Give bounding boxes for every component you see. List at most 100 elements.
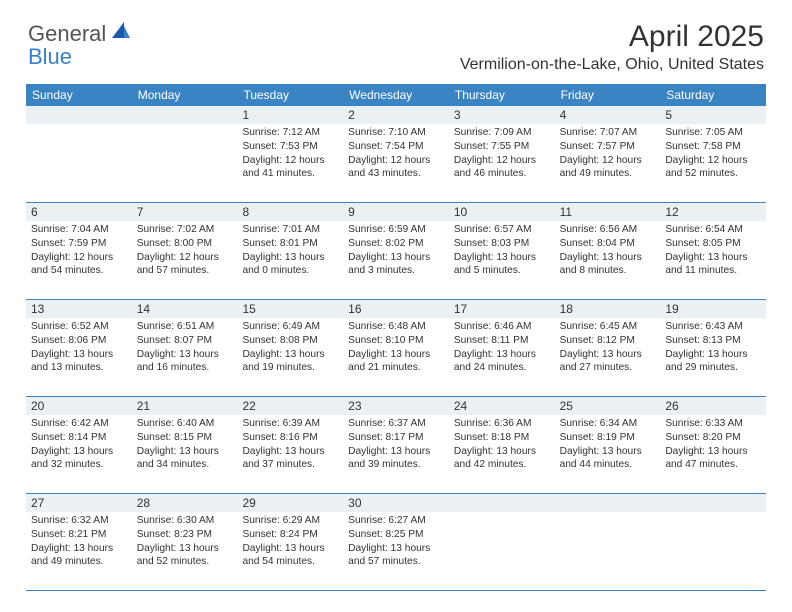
brand-logo: General — [28, 20, 134, 47]
sunset-text: Sunset: 8:01 PM — [242, 237, 338, 251]
sunrise-text: Sunrise: 7:09 AM — [454, 126, 550, 140]
daylight-text: Daylight: 13 hours and 52 minutes. — [137, 542, 233, 570]
day-cell — [555, 512, 661, 590]
weekday-header: Monday — [132, 84, 238, 106]
date-number — [132, 106, 238, 124]
sunrise-text: Sunrise: 6:34 AM — [560, 417, 656, 431]
sunset-text: Sunset: 8:25 PM — [348, 528, 444, 542]
week-row: Sunrise: 7:12 AMSunset: 7:53 PMDaylight:… — [26, 124, 766, 203]
sunset-text: Sunset: 8:12 PM — [560, 334, 656, 348]
date-number: 6 — [26, 203, 132, 221]
sunrise-text: Sunrise: 6:42 AM — [31, 417, 127, 431]
day-cell: Sunrise: 6:27 AMSunset: 8:25 PMDaylight:… — [343, 512, 449, 590]
sunset-text: Sunset: 8:17 PM — [348, 431, 444, 445]
date-number: 9 — [343, 203, 449, 221]
sunrise-text: Sunrise: 6:36 AM — [454, 417, 550, 431]
sunset-text: Sunset: 8:00 PM — [137, 237, 233, 251]
date-number: 14 — [132, 300, 238, 318]
day-cell: Sunrise: 6:39 AMSunset: 8:16 PMDaylight:… — [237, 415, 343, 493]
sunrise-text: Sunrise: 6:45 AM — [560, 320, 656, 334]
daylight-text: Daylight: 12 hours and 43 minutes. — [348, 154, 444, 182]
day-cell: Sunrise: 6:49 AMSunset: 8:08 PMDaylight:… — [237, 318, 343, 396]
daylight-text: Daylight: 13 hours and 57 minutes. — [348, 542, 444, 570]
sunset-text: Sunset: 8:10 PM — [348, 334, 444, 348]
date-number: 28 — [132, 494, 238, 512]
day-cell: Sunrise: 7:05 AMSunset: 7:58 PMDaylight:… — [660, 124, 766, 202]
day-cell: Sunrise: 6:29 AMSunset: 8:24 PMDaylight:… — [237, 512, 343, 590]
weekday-header: Friday — [555, 84, 661, 106]
date-number: 10 — [449, 203, 555, 221]
day-cell: Sunrise: 6:48 AMSunset: 8:10 PMDaylight:… — [343, 318, 449, 396]
date-number: 15 — [237, 300, 343, 318]
sunset-text: Sunset: 8:11 PM — [454, 334, 550, 348]
sunrise-text: Sunrise: 6:59 AM — [348, 223, 444, 237]
sunset-text: Sunset: 8:16 PM — [242, 431, 338, 445]
date-number: 16 — [343, 300, 449, 318]
day-cell — [449, 512, 555, 590]
day-cell: Sunrise: 6:56 AMSunset: 8:04 PMDaylight:… — [555, 221, 661, 299]
day-cell: Sunrise: 6:52 AMSunset: 8:06 PMDaylight:… — [26, 318, 132, 396]
date-number: 5 — [660, 106, 766, 124]
day-cell: Sunrise: 6:34 AMSunset: 8:19 PMDaylight:… — [555, 415, 661, 493]
page-header: General April 2025 Vermilion-on-the-Lake… — [0, 0, 792, 80]
daylight-text: Daylight: 12 hours and 54 minutes. — [31, 251, 127, 279]
day-cell: Sunrise: 6:43 AMSunset: 8:13 PMDaylight:… — [660, 318, 766, 396]
sunrise-text: Sunrise: 7:07 AM — [560, 126, 656, 140]
date-number: 19 — [660, 300, 766, 318]
daylight-text: Daylight: 13 hours and 5 minutes. — [454, 251, 550, 279]
daylight-text: Daylight: 12 hours and 49 minutes. — [560, 154, 656, 182]
sunset-text: Sunset: 8:02 PM — [348, 237, 444, 251]
daylight-text: Daylight: 12 hours and 46 minutes. — [454, 154, 550, 182]
weekday-header-row: SundayMondayTuesdayWednesdayThursdayFrid… — [26, 84, 766, 106]
day-cell: Sunrise: 6:57 AMSunset: 8:03 PMDaylight:… — [449, 221, 555, 299]
daylight-text: Daylight: 13 hours and 49 minutes. — [31, 542, 127, 570]
date-number: 22 — [237, 397, 343, 415]
weekday-header: Wednesday — [343, 84, 449, 106]
sunrise-text: Sunrise: 6:40 AM — [137, 417, 233, 431]
sunrise-text: Sunrise: 6:52 AM — [31, 320, 127, 334]
daylight-text: Daylight: 13 hours and 54 minutes. — [242, 542, 338, 570]
sunset-text: Sunset: 8:13 PM — [665, 334, 761, 348]
sunset-text: Sunset: 8:18 PM — [454, 431, 550, 445]
brand-part2: Blue — [28, 44, 72, 69]
sunset-text: Sunset: 7:54 PM — [348, 140, 444, 154]
daylight-text: Daylight: 13 hours and 39 minutes. — [348, 445, 444, 473]
day-cell: Sunrise: 6:40 AMSunset: 8:15 PMDaylight:… — [132, 415, 238, 493]
daylight-text: Daylight: 13 hours and 3 minutes. — [348, 251, 444, 279]
week-row: Sunrise: 6:32 AMSunset: 8:21 PMDaylight:… — [26, 512, 766, 591]
sunset-text: Sunset: 8:07 PM — [137, 334, 233, 348]
date-number — [449, 494, 555, 512]
weekday-header: Saturday — [660, 84, 766, 106]
daylight-text: Daylight: 13 hours and 27 minutes. — [560, 348, 656, 376]
sunrise-text: Sunrise: 6:39 AM — [242, 417, 338, 431]
sunrise-text: Sunrise: 7:04 AM — [31, 223, 127, 237]
daylight-text: Daylight: 13 hours and 44 minutes. — [560, 445, 656, 473]
date-number: 23 — [343, 397, 449, 415]
date-number: 13 — [26, 300, 132, 318]
daylight-text: Daylight: 12 hours and 52 minutes. — [665, 154, 761, 182]
sunrise-text: Sunrise: 6:49 AM — [242, 320, 338, 334]
date-number: 3 — [449, 106, 555, 124]
daylight-text: Daylight: 12 hours and 57 minutes. — [137, 251, 233, 279]
daylight-text: Daylight: 13 hours and 32 minutes. — [31, 445, 127, 473]
day-cell: Sunrise: 6:45 AMSunset: 8:12 PMDaylight:… — [555, 318, 661, 396]
sunrise-text: Sunrise: 6:51 AM — [137, 320, 233, 334]
sunset-text: Sunset: 7:55 PM — [454, 140, 550, 154]
daylight-text: Daylight: 12 hours and 41 minutes. — [242, 154, 338, 182]
sunrise-text: Sunrise: 6:29 AM — [242, 514, 338, 528]
day-cell: Sunrise: 7:07 AMSunset: 7:57 PMDaylight:… — [555, 124, 661, 202]
date-number: 24 — [449, 397, 555, 415]
date-number: 18 — [555, 300, 661, 318]
sunrise-text: Sunrise: 7:01 AM — [242, 223, 338, 237]
date-number: 12 — [660, 203, 766, 221]
daylight-text: Daylight: 13 hours and 11 minutes. — [665, 251, 761, 279]
daylight-text: Daylight: 13 hours and 29 minutes. — [665, 348, 761, 376]
sunrise-text: Sunrise: 6:43 AM — [665, 320, 761, 334]
daylight-text: Daylight: 13 hours and 37 minutes. — [242, 445, 338, 473]
day-cell: Sunrise: 7:12 AMSunset: 7:53 PMDaylight:… — [237, 124, 343, 202]
calendar-grid: SundayMondayTuesdayWednesdayThursdayFrid… — [26, 84, 766, 591]
date-number: 1 — [237, 106, 343, 124]
sunrise-text: Sunrise: 7:05 AM — [665, 126, 761, 140]
sunset-text: Sunset: 8:08 PM — [242, 334, 338, 348]
sunset-text: Sunset: 8:06 PM — [31, 334, 127, 348]
